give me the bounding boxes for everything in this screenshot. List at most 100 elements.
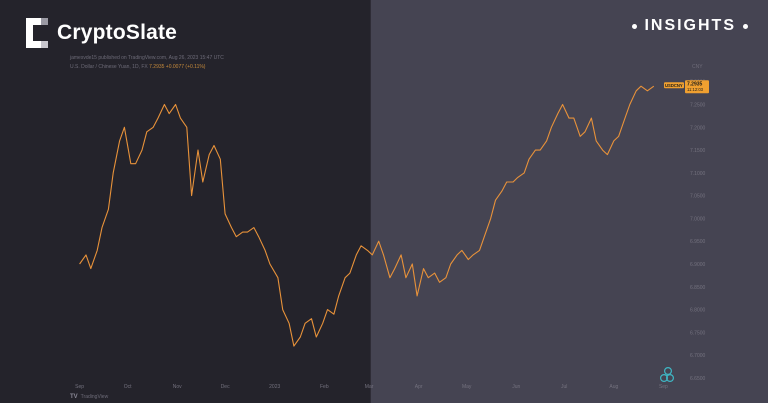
y-tick-label: 6.7000 [690,353,706,359]
data-point [607,154,608,155]
data-point [322,323,323,324]
data-point [624,118,625,119]
data-point [124,127,125,128]
data-point [247,232,248,233]
x-tick-label: Sep [659,384,668,390]
bullet-dot-icon [743,23,748,29]
data-point [277,277,278,278]
data-point [428,277,429,278]
ticker-line: U.S. Dollar / Chinese Yuan, 1D, FX [70,64,148,70]
ticker-values: 7.2935 +0.0077 (+0.11%) [149,64,206,70]
x-tick-label: Jun [512,384,520,390]
x-tick-label: 2023 [269,384,280,390]
data-point [394,268,395,269]
data-point [383,254,384,255]
data-point [378,241,379,242]
y-tick-label: 7.0000 [690,216,706,222]
data-point [293,345,294,346]
data-point [613,140,614,141]
data-point [416,295,417,296]
data-point [434,273,435,274]
data-point [213,145,214,146]
data-point [231,227,232,228]
data-point [640,86,641,87]
data-point [253,227,254,228]
y-tick-label: 6.7500 [690,330,706,336]
x-tick-label: May [462,384,472,390]
data-point [169,113,170,114]
data-point [479,250,480,251]
bullet-dot-icon [632,23,638,29]
price-unit: CNY [692,64,703,70]
data-point [602,149,603,150]
series-line-usdcny [79,85,655,347]
data-point [506,181,507,182]
data-point [338,295,339,296]
data-point [220,159,221,160]
y-tick-label: 7.1500 [690,148,706,154]
data-point [316,336,317,337]
last-time-text: 11:12:03 [687,87,704,92]
x-tick-label: Jul [561,384,567,390]
data-point [97,250,98,251]
data-point [540,149,541,150]
data-point [300,336,301,337]
data-point [562,104,563,105]
y-tick-label: 7.1000 [690,171,706,177]
data-point [445,277,446,278]
data-point [333,314,334,315]
data-point [305,323,306,324]
data-point [389,277,390,278]
data-point [557,113,558,114]
x-tick-label: Sep [75,384,84,390]
data-point [186,127,187,128]
data-point [197,149,198,150]
x-tick-label: Dec [221,384,230,390]
y-tick-label: 7.2500 [690,102,706,108]
cryptoslate-logo-icon [26,18,48,48]
data-point [191,195,192,196]
y-tick-label: 7.0500 [690,194,706,200]
last-value-text: 7.2935 [687,82,703,88]
x-tick-label: Mar [365,384,374,390]
data-point [517,177,518,178]
data-point [282,309,283,310]
data-point [311,318,312,319]
x-tick-label: Apr [415,384,423,390]
insights-badge: INSIGHTS [632,17,748,35]
x-tick-label: Nov [173,384,182,390]
data-point [495,200,496,201]
data-point [580,136,581,137]
data-point [85,254,86,255]
data-point [141,149,142,150]
data-point [618,136,619,137]
data-point [130,163,131,164]
data-point [258,236,259,237]
y-tick-label: 6.9000 [690,262,706,268]
tradingview-source: TradingView [80,394,109,400]
data-point [400,254,401,255]
data-point [265,250,266,251]
data-point [157,118,158,119]
data-point [242,232,243,233]
data-point [367,250,368,251]
data-point [456,254,457,255]
data-point [484,236,485,237]
data-point [269,263,270,264]
data-point [423,268,424,269]
data-point [439,282,440,283]
y-tick-label: 6.9500 [690,239,706,245]
data-point [405,277,406,278]
data-point [101,227,102,228]
brand: CryptoSlate [26,18,177,48]
data-point [629,104,630,105]
data-point [412,263,413,264]
data-point [164,104,165,105]
data-point [551,127,552,128]
data-point [653,86,654,87]
data-point [180,118,181,119]
data-point [472,254,473,255]
tradingview-credit: TV TradingView [70,394,108,400]
data-point [535,149,536,150]
